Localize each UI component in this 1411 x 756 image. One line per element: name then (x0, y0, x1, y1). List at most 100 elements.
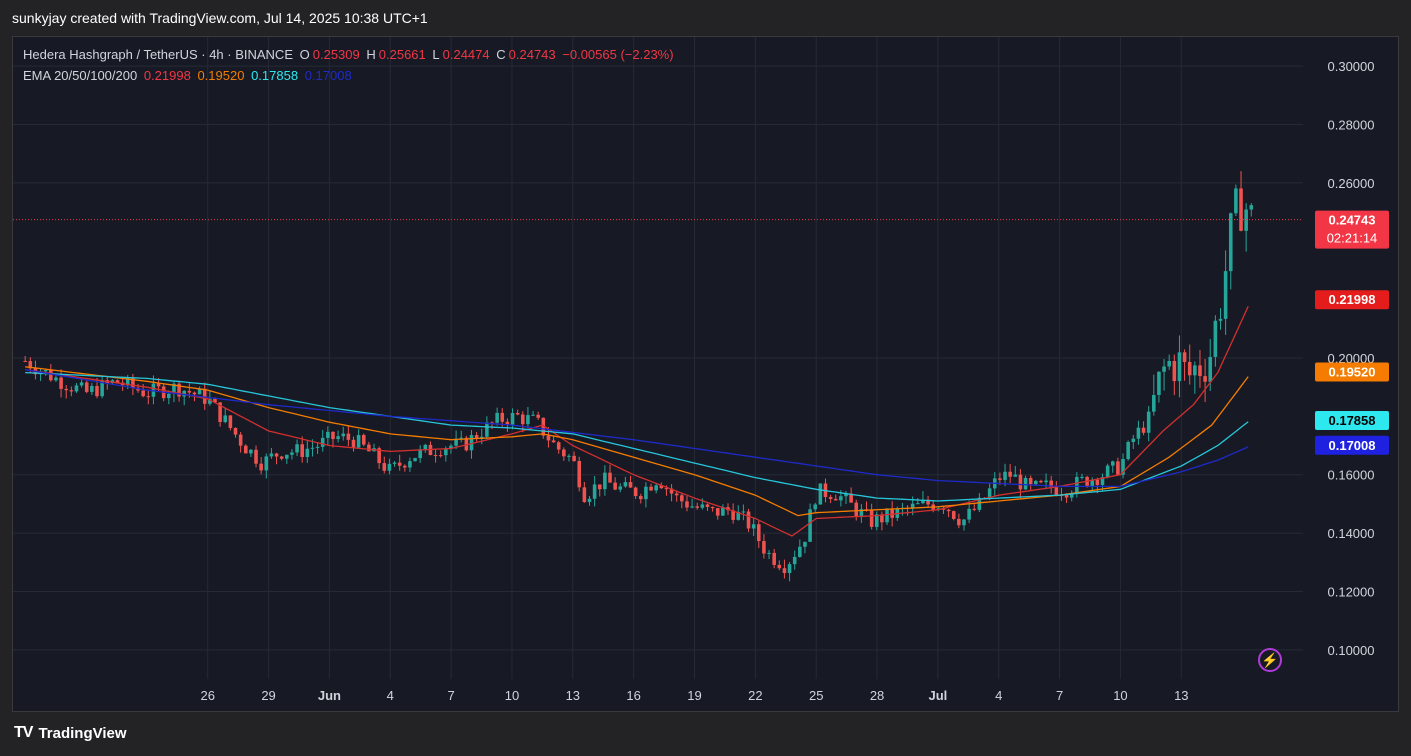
price-badge (1315, 210, 1389, 249)
ema100-line (25, 371, 1249, 502)
candle-body (813, 504, 818, 510)
candle-body (331, 431, 335, 440)
candle-body (536, 414, 540, 418)
close-label: C (496, 47, 506, 62)
candle-body (803, 541, 807, 547)
candle-body (249, 449, 253, 454)
candle-body (1249, 205, 1254, 210)
ema-legend: EMA 20/50/100/200 0.21998 0.19520 0.1785… (23, 68, 355, 83)
candle-body (777, 564, 782, 569)
candle-body (654, 485, 658, 491)
ema-label: EMA 20/50/100/200 (23, 68, 138, 83)
candle-body (1008, 471, 1012, 477)
candle-body (151, 383, 156, 397)
candle-body (587, 498, 592, 503)
candle-body (1131, 438, 1136, 442)
candle-body (469, 435, 474, 451)
candle-body (967, 508, 971, 520)
candle-body (1069, 493, 1074, 498)
y-tick-label: 0.20000 (1328, 351, 1375, 366)
candle-body (459, 437, 464, 439)
candle-body (828, 497, 833, 499)
tradingview-logo-icon: TV (14, 724, 33, 741)
candle-body (259, 463, 263, 471)
candle-body (613, 482, 617, 490)
candle-body (1034, 480, 1038, 485)
candle-body (1023, 477, 1028, 490)
candle-body (1080, 476, 1084, 478)
candle-body (295, 444, 299, 453)
candle-body (1075, 476, 1079, 494)
x-tick-label: 16 (626, 688, 640, 703)
price-badge-label: 0.21998 (1329, 292, 1376, 307)
y-tick-label: 0.28000 (1328, 118, 1375, 133)
candle-body (597, 484, 602, 490)
candle-body (1090, 479, 1095, 487)
candle-body (505, 421, 510, 425)
chart-attribution: sunkyjay created with TradingView.com, J… (12, 10, 428, 26)
candle-body (84, 382, 89, 392)
candle-body (182, 390, 186, 397)
candle-body (1121, 459, 1125, 475)
candle-body (95, 385, 99, 397)
x-tick-label: 13 (1174, 688, 1188, 703)
chart-frame[interactable]: 0.30000 0.28000 0.26000 0.20000 0.16000 0.140… (12, 36, 1399, 712)
candle-body (741, 511, 746, 513)
candle-body (64, 388, 68, 391)
change-value: −0.00565 (−2.23%) (562, 47, 674, 62)
price-chart[interactable]: 0.30000 0.28000 0.26000 0.20000 0.16000 0.140… (13, 37, 1398, 711)
candle-body (146, 396, 151, 398)
candle-body (618, 486, 623, 490)
candle-body (1116, 461, 1120, 475)
x-tick-label: 26 (200, 688, 214, 703)
candle-body (746, 511, 751, 529)
candle-body (644, 486, 648, 500)
price-badge (1315, 290, 1389, 310)
candle-body (731, 510, 735, 520)
candle-body (916, 503, 920, 505)
candle-body (1187, 362, 1192, 376)
open-label: O (299, 47, 310, 62)
candle-body (787, 564, 792, 574)
candle-body (849, 493, 853, 503)
candle-body (685, 501, 689, 508)
tradingview-footer[interactable]: TV TradingView (14, 724, 127, 742)
candle-body (844, 493, 848, 497)
candle-body (577, 461, 582, 488)
ema200-value: 0.17008 (304, 68, 352, 83)
candle-body (131, 377, 135, 388)
ema50-value: 0.19520 (197, 68, 245, 83)
candle-body (310, 447, 315, 449)
candle-body (305, 448, 310, 458)
candle-body (1239, 188, 1243, 231)
candle-body (254, 449, 258, 464)
close-value: 0.24743 (508, 47, 556, 62)
candle-body (521, 414, 525, 425)
candle-body (1218, 318, 1223, 321)
candle-body (962, 519, 966, 526)
candle-body (208, 398, 212, 404)
candle-body (326, 431, 330, 438)
candle-body (243, 445, 248, 454)
x-tick-label: 13 (566, 688, 580, 703)
candle-body (172, 383, 176, 394)
candle-body (767, 552, 771, 554)
candle-body (43, 369, 48, 372)
candle-body (167, 393, 171, 399)
lightning-icon[interactable]: ⚡ (1258, 648, 1282, 672)
symbol-label: Hedera Hashgraph / TetherUS · 4h · BINAN… (23, 47, 293, 62)
candle-body (551, 440, 556, 443)
candle-body (279, 456, 284, 459)
x-tick-label: 4 (387, 688, 394, 703)
candle-body (264, 456, 269, 471)
candle-body (351, 439, 356, 448)
candle-body (885, 508, 889, 523)
tradingview-brand: TradingView (38, 724, 127, 742)
candle-body (721, 507, 725, 516)
ema200-line (25, 369, 1249, 488)
candle-body (1126, 441, 1130, 460)
candle-body (705, 504, 710, 507)
candle-body (921, 499, 925, 504)
price-badge-countdown: 02:21:14 (1327, 231, 1378, 246)
candle-body (751, 524, 756, 529)
